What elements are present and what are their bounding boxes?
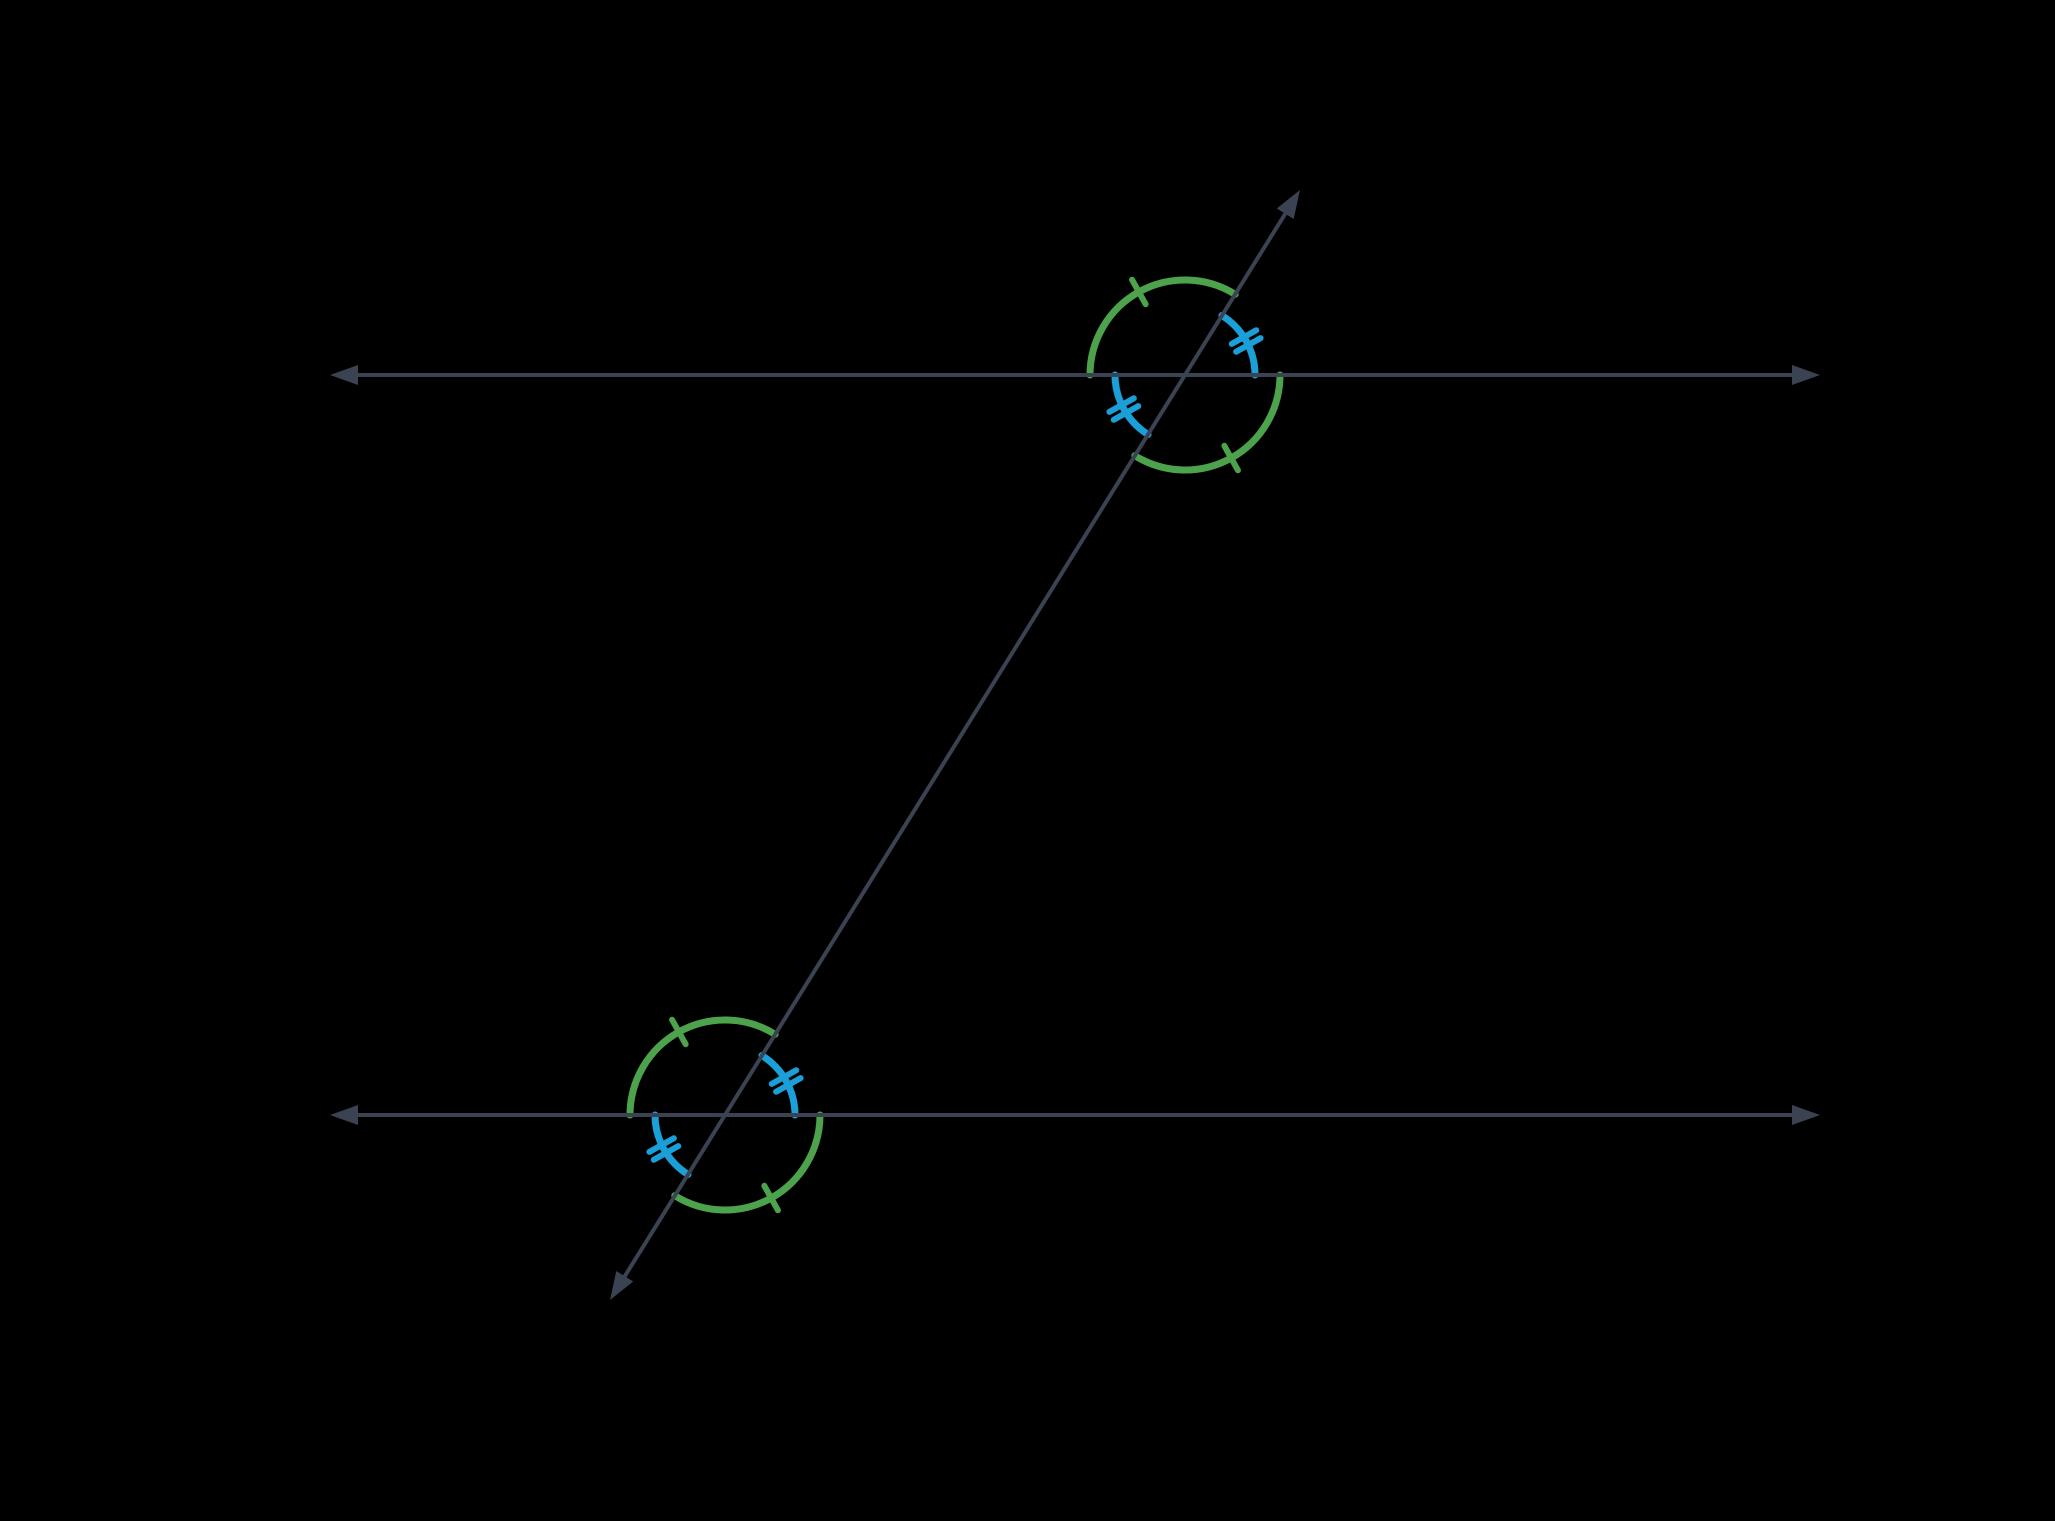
bottom-parallel-line [330,1105,1820,1125]
parallel-lines-diagram [0,0,2055,1521]
transversal-line [610,190,1300,1300]
top-parallel-line [330,365,1820,385]
